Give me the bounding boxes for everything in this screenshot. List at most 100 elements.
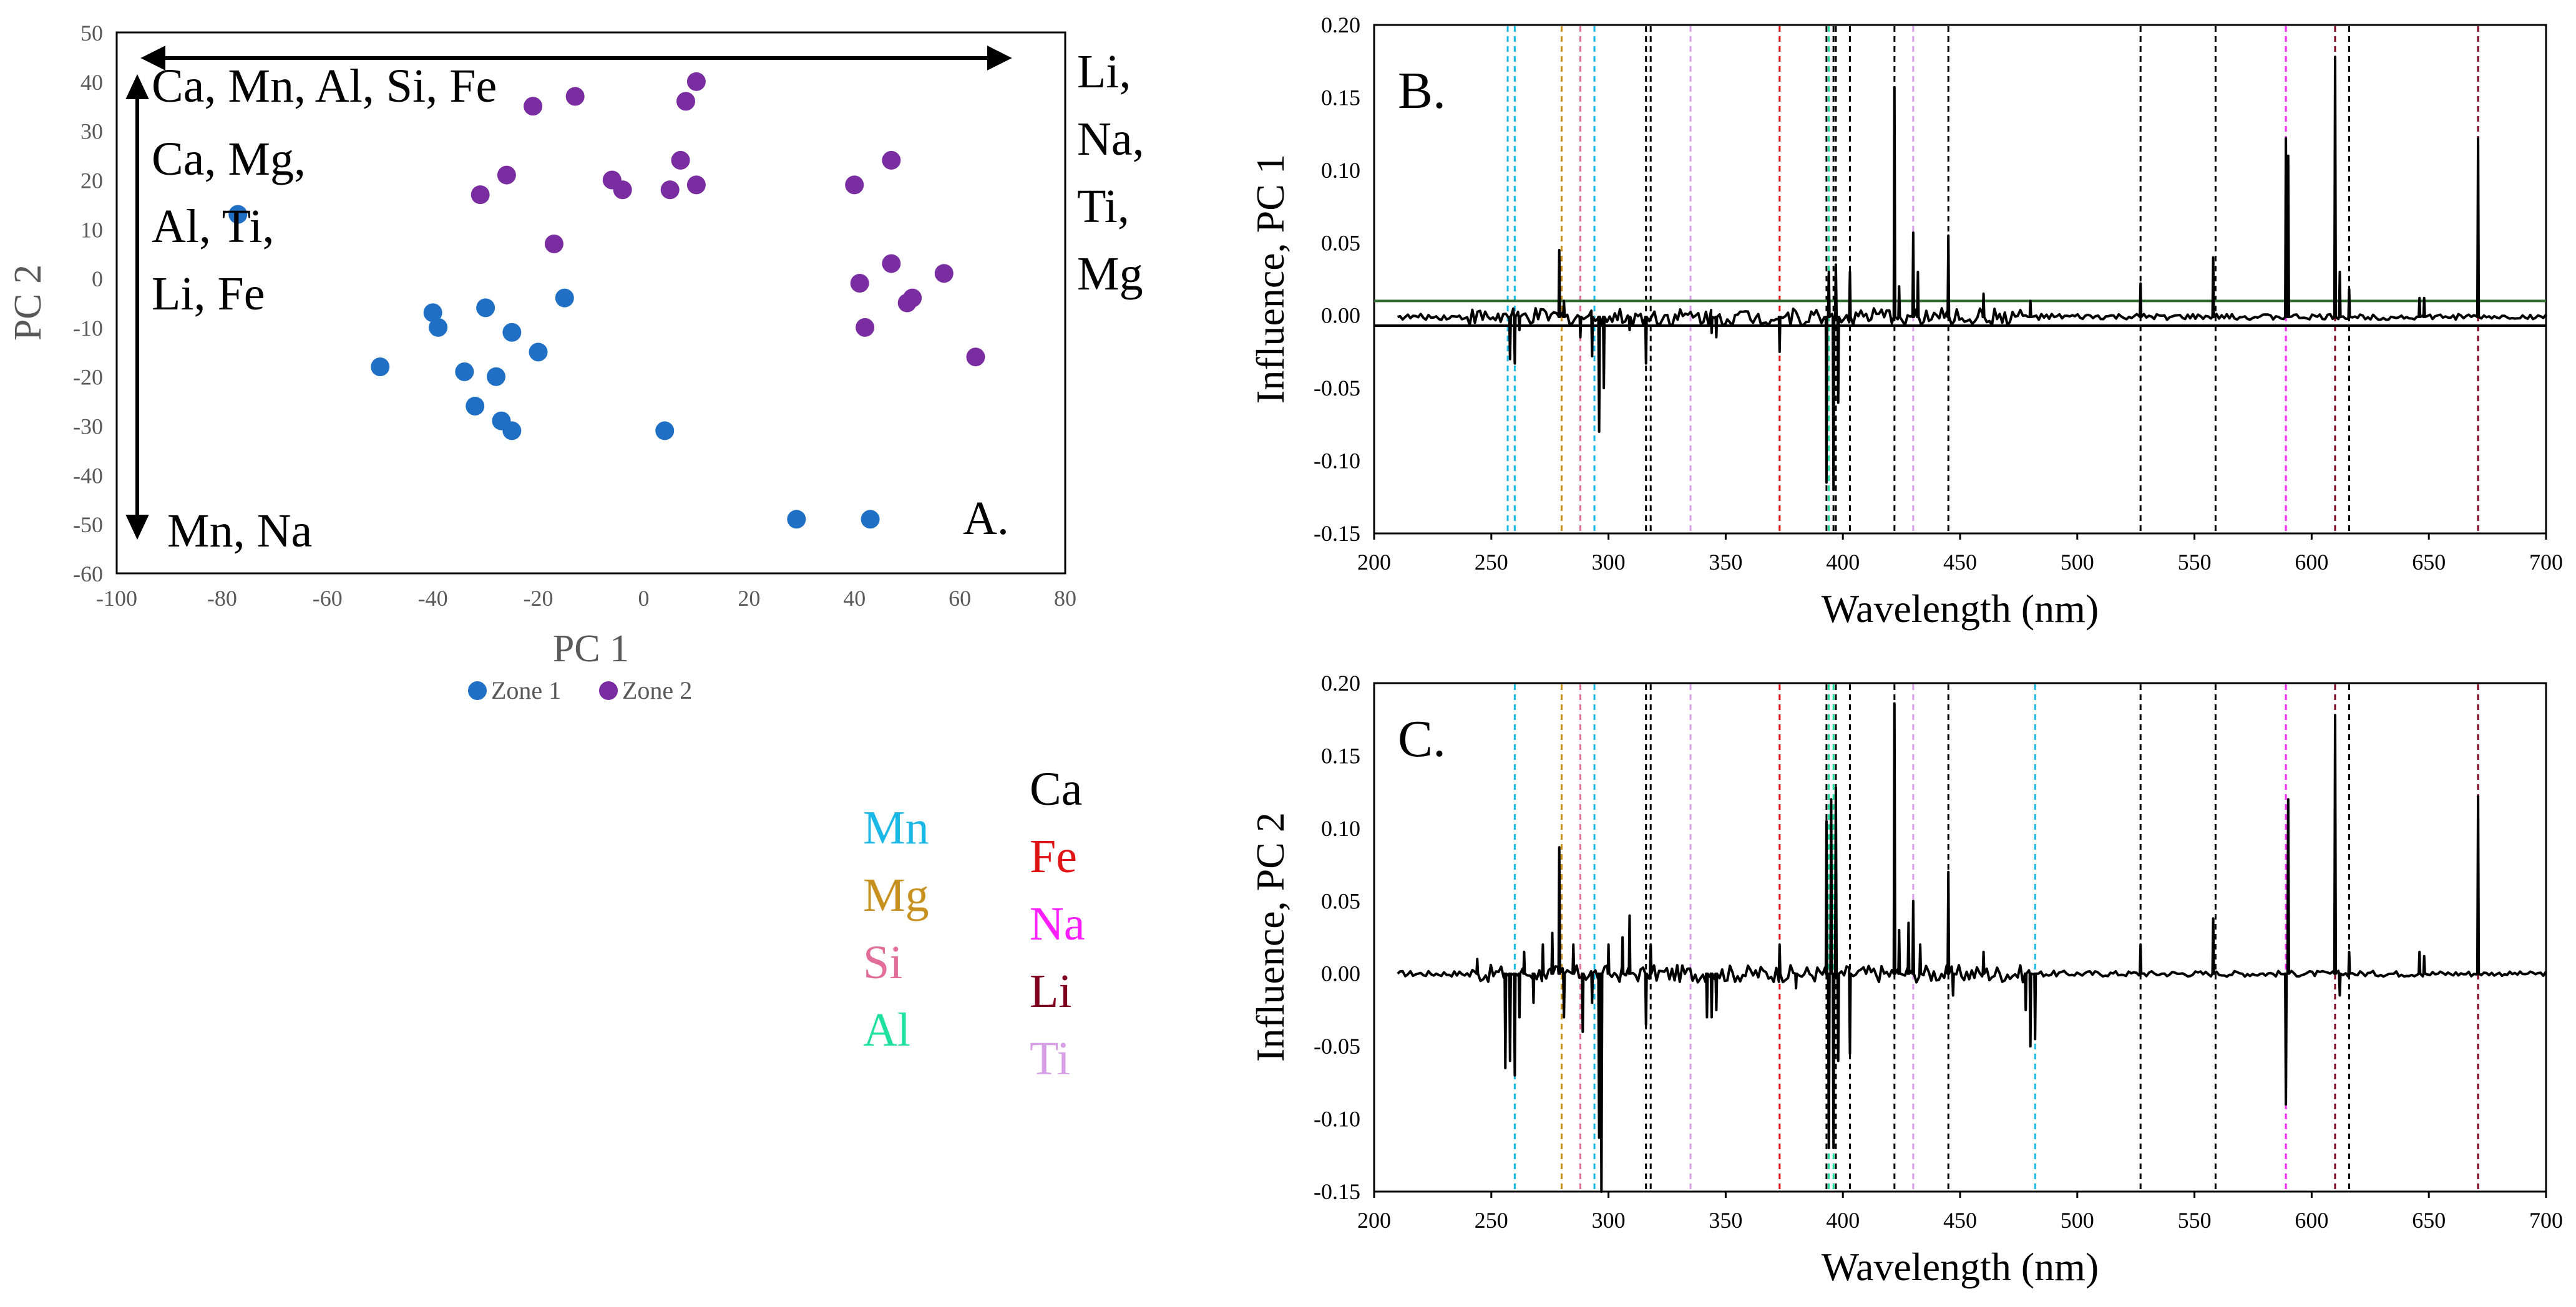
x-tick-label: 500	[2061, 1208, 2094, 1233]
scatter-panel-a: 50 40 30 20 10 0 -10 -20 -30 -40 -50 -60 -100 -80 -60…	[7, 21, 1144, 704]
x-axis-title: Wavelength (nm)	[1822, 1245, 2099, 1289]
legend-label-zone2: Zone 2	[622, 676, 692, 704]
x-tick-label: 300	[1592, 1208, 1626, 1233]
y-axis-title: Influence, PC 2	[1248, 812, 1292, 1062]
zone2-point	[544, 234, 564, 253]
zone2-point	[882, 254, 901, 273]
x-tick-label: -60	[313, 586, 343, 611]
y-tick-label: 10	[80, 217, 103, 242]
scatter-legend: Zone 1 Zone 2	[468, 676, 692, 704]
y-tick-label: 50	[80, 21, 103, 46]
x-tick-label: 250	[1475, 550, 1508, 575]
x-tick-label: 40	[843, 586, 866, 611]
x-tick-label: 450	[1943, 1208, 1977, 1233]
zone1-point	[466, 397, 485, 416]
arrow-head-up	[125, 74, 149, 99]
x-tick-label: 650	[2412, 550, 2446, 575]
y-tick-label: 0.15	[1321, 85, 1360, 110]
y-tick-label: -60	[73, 561, 103, 586]
y-tick-label: -0.10	[1314, 449, 1360, 474]
zone2-point	[524, 97, 543, 116]
right-arrow-label-line: Ti,	[1077, 180, 1129, 233]
zone1-point	[423, 303, 442, 323]
zone2-point	[845, 175, 864, 195]
zone2-point	[471, 185, 490, 205]
zone1-point	[429, 318, 448, 337]
legend-element-mg: Mg	[863, 869, 929, 921]
x-tick-label: 60	[949, 586, 971, 611]
x-tick-label: -100	[96, 586, 137, 611]
y-tick-label: 0.05	[1321, 888, 1360, 913]
legend-element-ca: Ca	[1030, 763, 1082, 815]
y-tick-label: -0.05	[1314, 376, 1360, 401]
zone2-point	[676, 92, 695, 111]
legend-marker-zone2	[599, 681, 618, 700]
zone2-point	[497, 165, 516, 185]
legend-element-na: Na	[1030, 898, 1085, 950]
y-tick-label: 0.10	[1321, 158, 1360, 183]
panel-label-b: B.	[1398, 62, 1446, 120]
spectrum-line-pc2	[1397, 702, 2547, 1193]
loading-panel-pc2: 0.20 0.15 0.10 0.05 0.00 -0.05 -0.10 -0.15 200 2…	[1248, 671, 2563, 1289]
zone1-point	[487, 367, 505, 386]
y-tick-label: -0.15	[1314, 1179, 1360, 1204]
y-tick-label: 0	[92, 266, 103, 291]
x-tick-label: 250	[1475, 1208, 1508, 1233]
x-axis-title: PC 1	[553, 628, 629, 670]
y-tick-label: 0.20	[1321, 671, 1360, 696]
x-tick-label: 700	[2529, 1208, 2563, 1233]
arrow-head-left	[140, 46, 165, 70]
x-tick-label: 650	[2412, 1208, 2446, 1233]
x-tick-label: 550	[2178, 550, 2212, 575]
y-tick-label: -0.05	[1314, 1034, 1360, 1059]
zone2-point	[966, 347, 985, 367]
legend-label-zone1: Zone 1	[491, 676, 561, 704]
zone1-point	[476, 298, 495, 318]
y-tick-label: -10	[73, 316, 103, 341]
zone1-point	[861, 510, 880, 529]
loading-plot-frame	[1373, 682, 2547, 1193]
y-tick-label: 0.15	[1321, 743, 1360, 768]
y-tick-label: 0.10	[1321, 816, 1360, 841]
zone1-point	[371, 357, 390, 376]
loading-plot-frame	[1373, 24, 2547, 535]
y-tick-label: -50	[73, 512, 103, 537]
zone2-point	[882, 150, 901, 170]
x-tick-label: 400	[1826, 1208, 1860, 1233]
zone1-point	[502, 421, 522, 440]
loading-arrows	[125, 46, 1012, 540]
legend-element-al: Al	[863, 1004, 910, 1056]
zone1-point	[529, 343, 548, 362]
zone2-point	[613, 180, 632, 200]
arrow-head-down	[125, 515, 149, 540]
legend-element-fe: Fe	[1030, 830, 1077, 883]
zone2-point	[856, 318, 875, 337]
x-tick-label: 450	[1943, 550, 1977, 575]
zone2-point	[903, 288, 922, 308]
legend-element-mn: Mn	[863, 802, 929, 854]
left-arrow-label-line: Al, Ti,	[152, 200, 275, 253]
x-tick-label: 500	[2061, 550, 2094, 575]
left-arrow-label-line: Li, Fe	[152, 268, 265, 320]
right-arrow-label-line: Mg	[1077, 248, 1143, 300]
x-tick-label: 300	[1592, 550, 1626, 575]
x-tick-label: 0	[638, 586, 649, 611]
y-axis-title: Influence, PC 1	[1248, 154, 1292, 404]
y-tick-label: 0.00	[1321, 303, 1360, 328]
x-tick-label: 20	[738, 586, 760, 611]
y-tick-label: -0.15	[1314, 521, 1360, 546]
x-tick-label: -80	[207, 586, 237, 611]
spectrum-line-pc1	[1397, 56, 2547, 492]
panel-label-c: C.	[1398, 710, 1446, 768]
y-tick-label: 20	[80, 168, 103, 193]
zone2-point	[660, 180, 680, 200]
x-tick-label: -20	[524, 586, 554, 611]
arrow-head-right	[987, 46, 1012, 70]
x-tick-label: 600	[2295, 1208, 2328, 1233]
legend-element-si: Si	[863, 936, 902, 989]
bottom-arrow-label: Mn, Na	[167, 505, 312, 557]
zone1-point	[787, 510, 806, 529]
right-arrow-label-line: Li,	[1077, 46, 1131, 98]
x-tick-label: 600	[2295, 550, 2328, 575]
loading-panel-pc1: 0.20 0.15 0.10 0.05 0.00 -0.05 -0.10 -0.15 200 2…	[1248, 12, 2563, 631]
